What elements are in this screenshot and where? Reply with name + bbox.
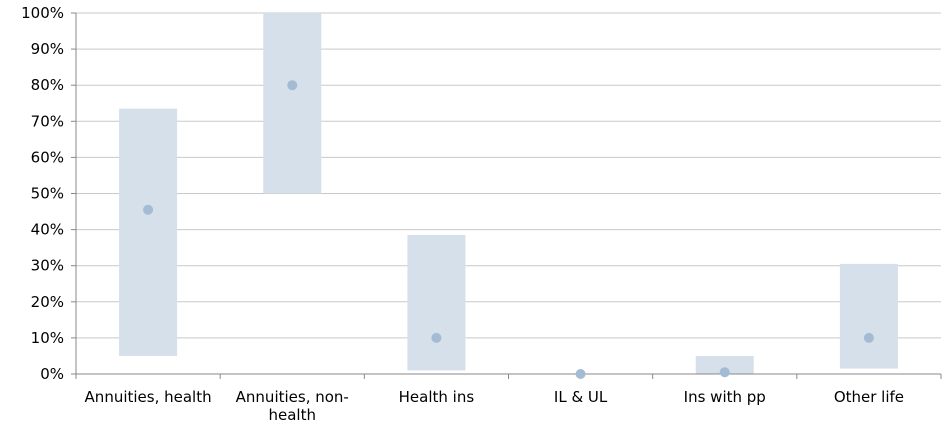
y-tick-label: 90%	[31, 40, 64, 58]
category-label: Ins with pp	[684, 388, 766, 406]
category-label: Health ins	[399, 388, 475, 406]
y-tick-label: 80%	[31, 76, 64, 94]
category-label: Other life	[834, 388, 904, 406]
axes	[75, 13, 942, 379]
y-tick-label: 30%	[31, 257, 64, 275]
y-tick-label: 10%	[31, 329, 64, 347]
range-bar	[695, 355, 754, 374]
point-marker	[431, 332, 442, 343]
point-marker	[575, 369, 586, 379]
y-tick-label: 70%	[31, 112, 64, 130]
category-labels: Annuities, health Annuities, non-health He…	[85, 388, 904, 424]
y-tick-label: 100%	[21, 4, 64, 22]
point-marker	[143, 204, 154, 215]
y-tick-label: 40%	[31, 221, 64, 239]
range-bar	[839, 263, 898, 369]
category-label: IL & UL	[554, 388, 608, 406]
range-bar	[407, 235, 466, 371]
y-tick-label: 50%	[31, 185, 64, 203]
gridlines	[71, 12, 941, 375]
y-tick-label: 20%	[31, 293, 64, 311]
range-bar	[119, 108, 178, 356]
point-markers	[143, 80, 874, 379]
point-marker	[719, 367, 730, 378]
range-bar	[263, 13, 322, 194]
category-label: Annuities, health	[85, 388, 212, 406]
y-tick-label: 0%	[40, 365, 64, 383]
category-label-line: health	[269, 406, 316, 424]
category-label-line: Other life	[834, 388, 904, 406]
y-tick-label: 60%	[31, 148, 64, 166]
category-label-line: IL & UL	[554, 388, 608, 406]
category-label: Annuities, non-health	[236, 388, 349, 424]
point-marker	[863, 332, 874, 343]
point-marker	[287, 80, 298, 91]
category-label-line: Annuities, non-	[236, 388, 349, 406]
category-label-line: Health ins	[399, 388, 475, 406]
y-tick-labels: 0% 10% 20% 30% 40% 50% 60% 70% 80% 90% 100%	[21, 4, 64, 383]
range-bars	[119, 13, 898, 374]
category-label-line: Ins with pp	[684, 388, 766, 406]
category-label-line: Annuities, health	[85, 388, 212, 406]
